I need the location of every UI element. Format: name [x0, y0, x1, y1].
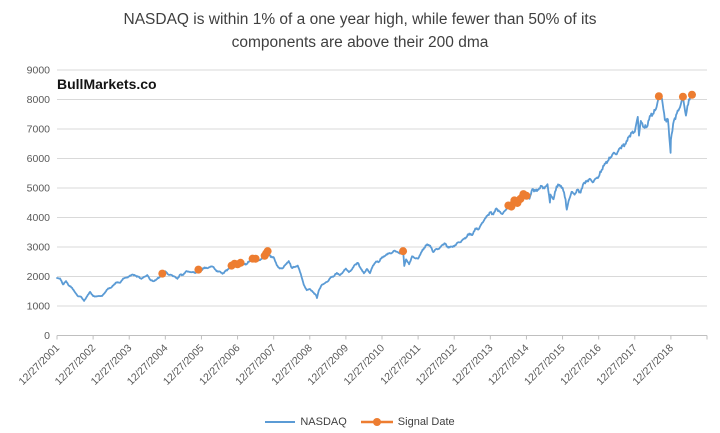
svg-text:0: 0 — [44, 330, 50, 342]
watermark-bullmarkets: BullMarkets.co — [57, 76, 157, 92]
legend-label-nasdaq: NASDAQ — [300, 416, 347, 428]
svg-text:3000: 3000 — [27, 242, 51, 254]
svg-text:6000: 6000 — [27, 153, 51, 165]
legend-item-nasdaq: NASDAQ — [265, 416, 347, 428]
svg-text:8000: 8000 — [27, 94, 51, 106]
svg-text:5000: 5000 — [27, 183, 51, 195]
chart-title-line1: NASDAQ is within 1% of a one year high, … — [123, 11, 597, 28]
chart-title: NASDAQ is within 1% of a one year high, … — [0, 8, 720, 54]
chart-title-line2: components are above their 200 dma — [231, 34, 489, 51]
svg-text:4000: 4000 — [27, 212, 51, 224]
nasdaq-line-swatch-icon — [265, 421, 296, 423]
legend-label-signal-date: Signal Date — [397, 416, 455, 428]
svg-text:7000: 7000 — [27, 124, 51, 136]
legend-item-signal-date: Signal Date — [360, 416, 455, 428]
legend: NASDAQ Signal Date — [0, 416, 720, 428]
signal-date-line-marker-swatch-icon — [360, 418, 393, 426]
svg-text:1000: 1000 — [27, 301, 51, 313]
svg-text:9000: 9000 — [27, 65, 51, 77]
svg-text:2000: 2000 — [27, 271, 51, 283]
